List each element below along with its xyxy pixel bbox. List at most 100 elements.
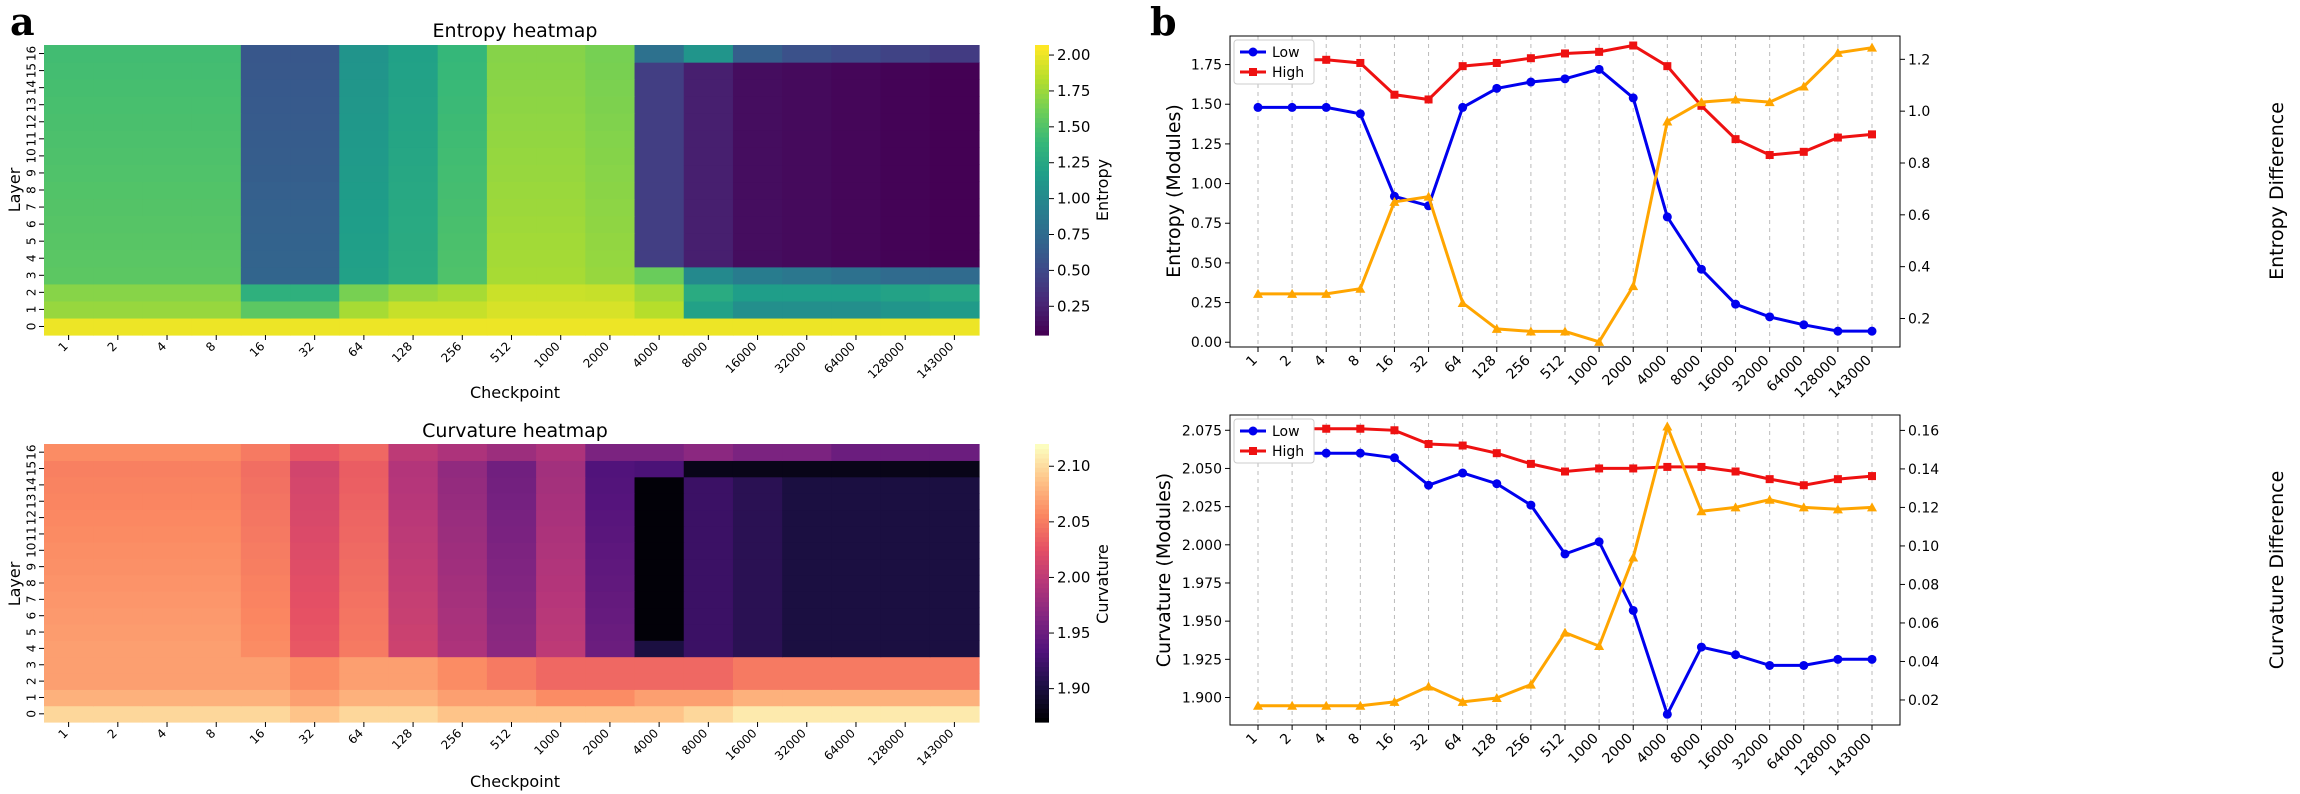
curvature-heatmap-cell bbox=[437, 705, 488, 723]
curvature-heatmap-cell bbox=[388, 574, 439, 592]
curvature-heatmap-cell bbox=[191, 476, 242, 494]
entropy-heatmap-cell bbox=[44, 181, 94, 200]
entropy-legend-high-label: High bbox=[1272, 65, 1304, 81]
curvature-heatmap-colorbar-band bbox=[1035, 457, 1049, 464]
entropy-heatmap-cell bbox=[240, 147, 291, 166]
curvature-heatmap-cell bbox=[44, 607, 94, 625]
entropy-heatmap-cell bbox=[634, 96, 685, 114]
entropy-heatmap-cell bbox=[929, 317, 980, 336]
curvature-heatmap-cell bbox=[585, 476, 636, 494]
curvature-heatmap-cell bbox=[732, 460, 783, 478]
entropy-line-y-tick-label: 0.75 bbox=[1191, 216, 1222, 232]
curvature-heatmap-colorbar-band bbox=[1035, 684, 1049, 691]
curvature-heatmap-y-tick-label: 6 bbox=[25, 612, 39, 620]
curvature-heatmap-cell bbox=[683, 493, 734, 511]
entropy-line-difference-point bbox=[1730, 94, 1741, 104]
curvature-heatmap-cell bbox=[93, 640, 144, 658]
curvature-line-difference-point bbox=[1867, 502, 1877, 512]
entropy-heatmap-cell bbox=[339, 147, 390, 166]
entropy-line-low-point bbox=[1253, 102, 1263, 112]
curvature-heatmap-cell bbox=[782, 623, 832, 641]
curvature-heatmap-colorbar-band bbox=[1035, 592, 1049, 598]
curvature-heatmap-y-tick-label: 5 bbox=[25, 628, 39, 636]
curvature-line-low-point bbox=[1765, 660, 1775, 670]
curvature-heatmap-cell bbox=[782, 689, 832, 707]
entropy-heatmap-cell bbox=[93, 181, 144, 200]
curvature-heatmap-cell bbox=[486, 460, 537, 478]
entropy-heatmap-colorbar-band bbox=[1035, 315, 1049, 322]
curvature-heatmap-colorbar-band bbox=[1035, 444, 1049, 450]
entropy-heatmap-cell bbox=[44, 96, 94, 114]
entropy-heatmap-cell bbox=[142, 96, 193, 114]
entropy-heatmap-cell bbox=[142, 300, 193, 319]
entropy-heatmap-colorbar-band bbox=[1035, 248, 1049, 254]
entropy-heatmap-colorbar-band bbox=[1035, 146, 1049, 152]
curvature-heatmap-cell bbox=[437, 607, 488, 625]
entropy-heatmap-cell bbox=[339, 266, 390, 285]
entropy-heatmap-colorbar-band bbox=[1035, 199, 1049, 206]
entropy-heatmap-cell bbox=[683, 181, 734, 200]
curvature-heatmap-colorbar-band bbox=[1035, 522, 1049, 528]
curvature-heatmap-colorbar-band bbox=[1035, 550, 1049, 556]
curvature-heatmap-colorbar-band bbox=[1035, 448, 1049, 454]
entropy-line-difference-point bbox=[1491, 323, 1502, 333]
curvature-heatmap-colorbar-band bbox=[1035, 620, 1049, 626]
entropy-heatmap-cell bbox=[831, 79, 882, 97]
entropy-heatmap-cell bbox=[585, 215, 636, 234]
entropy-legend-high-marker bbox=[1249, 68, 1257, 76]
curvature-heatmap-cell bbox=[683, 460, 734, 478]
curvature-heatmap-cell bbox=[732, 672, 783, 690]
curvature-heatmap-cell bbox=[142, 640, 193, 658]
curvature-heatmap-xlabel: Checkpoint bbox=[470, 772, 560, 791]
entropy-heatmap-cell bbox=[142, 147, 193, 166]
entropy-heatmap-cell bbox=[732, 198, 783, 217]
curvature-heatmap-cell bbox=[290, 607, 340, 625]
entropy-heatmap-cell bbox=[929, 164, 980, 183]
curvature-heatmap-colorbar-band bbox=[1035, 476, 1049, 482]
entropy-line-difference-point bbox=[1628, 281, 1639, 291]
entropy-heatmap-cell bbox=[880, 164, 931, 183]
curvature-heatmap-cell bbox=[191, 705, 242, 723]
curvature-line-y-tick-label: 1.900 bbox=[1182, 691, 1222, 707]
curvature-heatmap-colorbar-band bbox=[1035, 541, 1049, 547]
curvature-heatmap-cell bbox=[634, 444, 685, 461]
curvature-heatmap-cell bbox=[880, 591, 931, 609]
entropy-line-high-point bbox=[1390, 90, 1399, 99]
entropy-heatmap-colorbar-tick-label: 1.75 bbox=[1057, 82, 1090, 100]
curvature-heatmap-cell bbox=[191, 640, 242, 658]
entropy-heatmap-y-tick-label: 10 bbox=[25, 148, 39, 163]
entropy-heatmap-cell bbox=[880, 283, 931, 302]
entropy-heatmap-cell bbox=[585, 96, 636, 114]
curvature-heatmap-cell bbox=[486, 623, 537, 641]
curvature-heatmap-cell bbox=[240, 493, 291, 511]
curvature-heatmap-cell bbox=[683, 705, 734, 723]
curvature-heatmap-cell bbox=[339, 460, 390, 478]
entropy-heatmap-cell bbox=[191, 62, 242, 80]
entropy-heatmap-cell bbox=[388, 198, 439, 217]
entropy-heatmap-cell bbox=[536, 147, 586, 166]
curvature-heatmap-colorbar-band bbox=[1035, 652, 1049, 658]
entropy-heatmap-cell bbox=[536, 198, 586, 217]
curvature-heatmap-cell bbox=[437, 623, 488, 641]
curvature-heatmap-colorbar-band bbox=[1035, 610, 1049, 617]
entropy-line-high-point bbox=[1799, 147, 1808, 156]
curvature-heatmap-cell bbox=[634, 640, 685, 658]
curvature-heatmap-cell bbox=[929, 444, 980, 461]
entropy-heatmap-cell bbox=[585, 300, 636, 319]
curvature-heatmap-cell bbox=[536, 591, 586, 609]
entropy-heatmap-cell bbox=[585, 113, 636, 131]
curvature-heatmap-cell bbox=[732, 574, 783, 592]
entropy-heatmap-cell bbox=[191, 283, 242, 302]
curvature-heatmap-cell bbox=[831, 672, 882, 690]
curvature-heatmap-colorbar-band bbox=[1035, 629, 1049, 635]
curvature-heatmap-cell bbox=[782, 444, 832, 461]
curvature-heatmap-cell bbox=[240, 591, 291, 609]
curvature-heatmap-colorbar-band bbox=[1035, 555, 1049, 561]
entropy-heatmap-cell bbox=[388, 215, 439, 234]
entropy-heatmap-y-tick-label: 9 bbox=[25, 169, 39, 177]
curvature-line-high-point bbox=[1356, 424, 1365, 433]
curvature-heatmap-cell bbox=[290, 525, 340, 543]
curvature-heatmap-cell bbox=[536, 542, 586, 560]
curvature-heatmap-cell bbox=[388, 656, 439, 674]
curvature-line-difference-point bbox=[1594, 641, 1605, 651]
